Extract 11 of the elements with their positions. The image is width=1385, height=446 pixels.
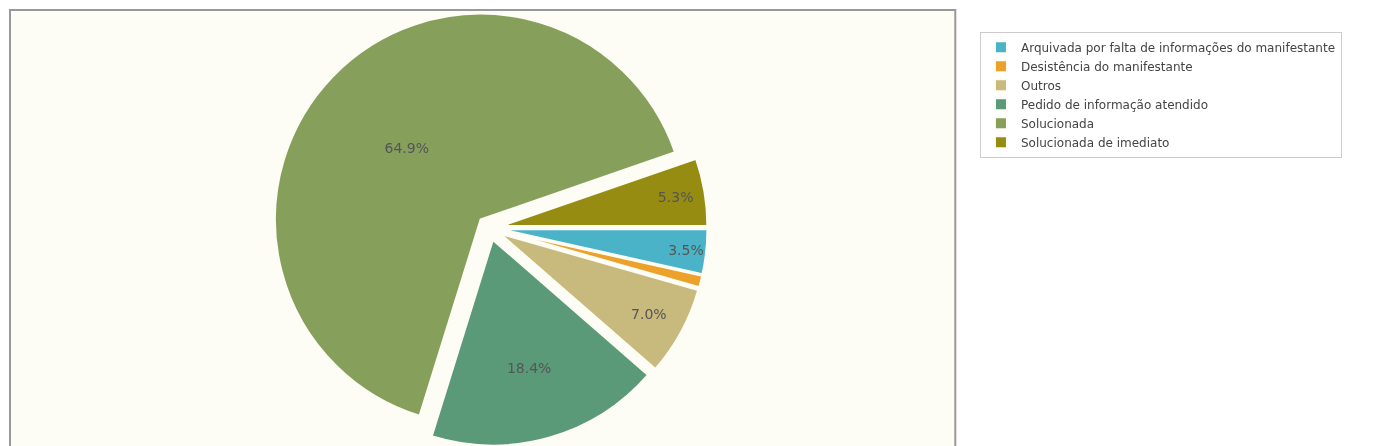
data-label: 7.0% xyxy=(631,306,667,323)
legend-label: Desistência do manifestante xyxy=(1020,59,1193,74)
data-label: 64.9% xyxy=(384,139,430,156)
legend-label: Solucionada xyxy=(1020,116,1095,131)
data-label: 3.5% xyxy=(668,241,704,258)
data-label: 18.4% xyxy=(506,359,552,376)
legend-label: Arquivada por falta de informações do manifestante xyxy=(1020,40,1336,55)
legend-label: Outros xyxy=(1020,78,1061,93)
legend-label: Pedido de informação atendido xyxy=(1020,97,1209,112)
data-label: 5.3% xyxy=(657,188,694,205)
legend-label: Solucionada de imediato xyxy=(1020,135,1170,150)
